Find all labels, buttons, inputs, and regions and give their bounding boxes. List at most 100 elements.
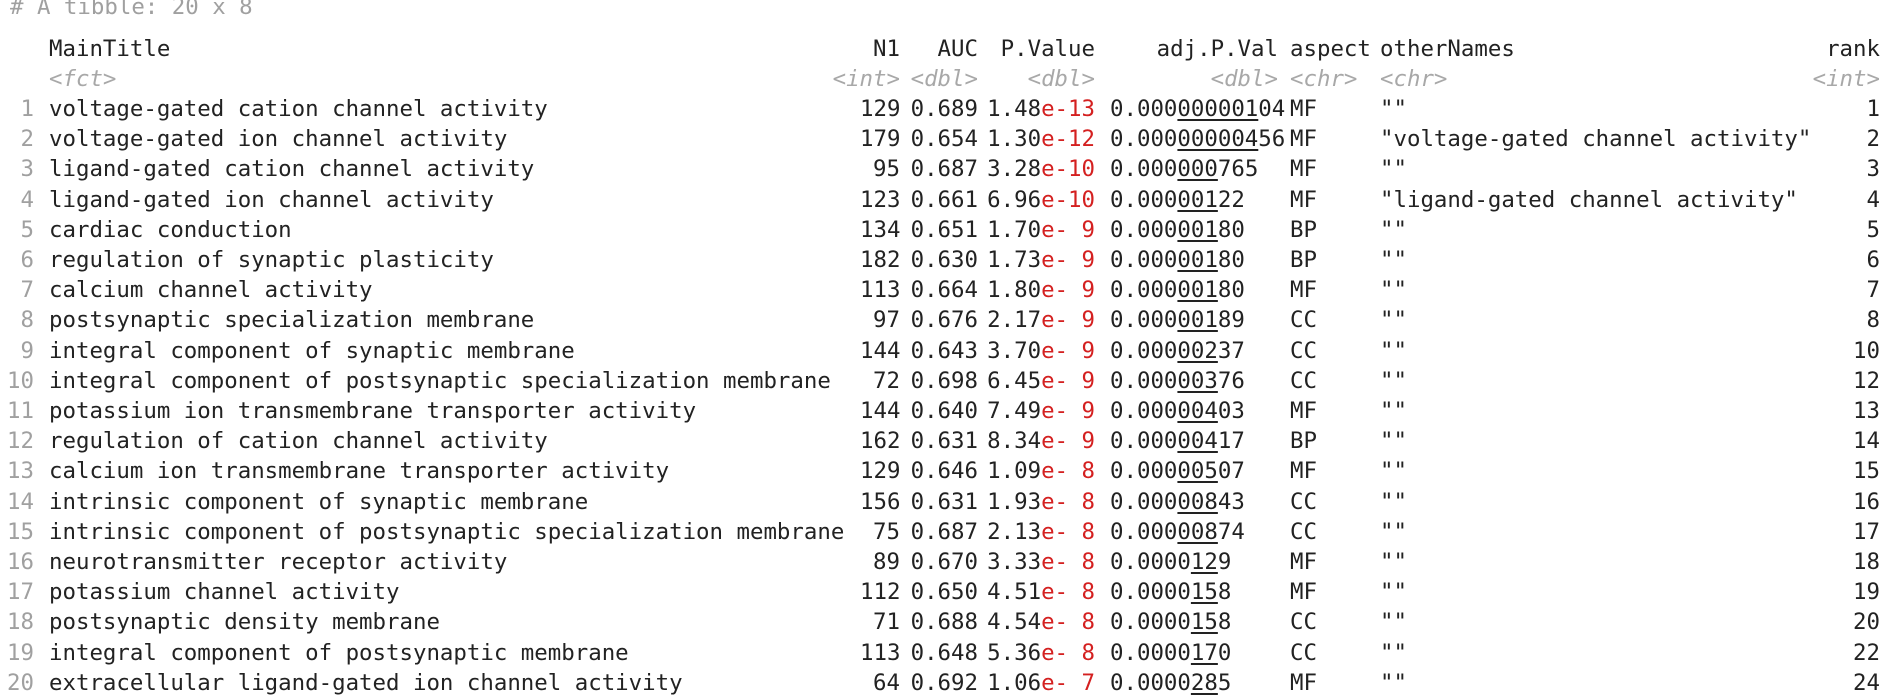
cell-n1: 179	[860, 126, 901, 153]
cell-adjpval: 0.0000170	[1110, 639, 1232, 666]
row-index: 12	[7, 428, 34, 455]
col-type-rank: <int>	[1812, 66, 1880, 92]
row-index: 11	[7, 398, 34, 424]
cell-pvalue: 3.70e- 9	[987, 337, 1095, 364]
cell-auc: 0.654	[910, 126, 978, 153]
cell-aspect: BP	[1290, 247, 1317, 273]
adjpval-significant-digits: 008	[1177, 518, 1218, 545]
adjpval-significant-digits: 003	[1177, 367, 1218, 394]
adjpval-significant-digits: 000004	[1177, 126, 1259, 153]
cell-adjpval: 0.0000129	[1110, 549, 1232, 575]
cell-maintitle: voltage-gated cation channel activity	[49, 96, 548, 122]
row-index: 4	[20, 186, 34, 213]
col-header-rank: rank	[1826, 36, 1880, 62]
cell-othernames: ""	[1380, 609, 1407, 636]
col-type-auc: <dbl>	[910, 66, 978, 92]
col-header-pvalue: P.Value	[1000, 36, 1095, 62]
cell-n1: 134	[860, 216, 901, 243]
adjpval-significant-digits: 001	[1177, 247, 1218, 273]
cell-pvalue: 1.09e- 8	[987, 458, 1095, 485]
cell-pvalue: 3.33e- 8	[987, 549, 1095, 575]
cell-maintitle: calcium channel activity	[49, 277, 373, 304]
row-index: 1	[20, 96, 34, 122]
cell-othernames: ""	[1380, 549, 1407, 575]
cell-n1: 182	[860, 247, 901, 273]
pvalue-exponent: e- 8	[1041, 609, 1095, 636]
cell-aspect: MF	[1290, 156, 1317, 183]
cell-n1: 129	[860, 96, 901, 122]
cell-aspect: MF	[1290, 126, 1317, 153]
row-index: 10	[7, 367, 34, 394]
cell-othernames: "ligand-gated channel activity"	[1380, 186, 1798, 213]
cell-auc: 0.640	[910, 398, 978, 424]
cell-n1: 112	[860, 579, 901, 606]
cell-adjpval: 0.00000000456	[1110, 126, 1286, 153]
pvalue-exponent: e- 9	[1041, 398, 1095, 424]
cell-rank: 18	[1853, 549, 1880, 575]
cell-rank: 24	[1853, 669, 1880, 696]
cell-pvalue: 8.34e- 9	[987, 428, 1095, 455]
cell-n1: 75	[873, 518, 900, 545]
tibble-caption: # A tibble: 20 x 8	[10, 0, 253, 20]
cell-aspect: BP	[1290, 216, 1317, 243]
cell-maintitle: voltage-gated ion channel activity	[49, 126, 508, 153]
cell-othernames: ""	[1380, 579, 1407, 606]
col-type-othernames: <chr>	[1380, 66, 1448, 92]
cell-pvalue: 1.70e- 9	[987, 216, 1095, 243]
cell-aspect: MF	[1290, 458, 1317, 485]
cell-rank: 17	[1853, 518, 1880, 545]
cell-auc: 0.687	[910, 518, 978, 545]
cell-pvalue: 3.28e-10	[987, 156, 1095, 183]
cell-othernames: "voltage-gated channel activity"	[1380, 126, 1812, 153]
col-type-pvalue: <dbl>	[1027, 66, 1095, 92]
row-index: 13	[7, 458, 34, 485]
col-header-aspect: aspect	[1290, 36, 1371, 62]
type-row: <fct> <int> <dbl> <dbl> <dbl> <chr> <chr…	[0, 64, 1880, 94]
cell-aspect: CC	[1290, 337, 1317, 364]
cell-othernames: ""	[1380, 458, 1407, 485]
cell-adjpval: 0.00000376	[1110, 367, 1245, 394]
cell-rank: 16	[1853, 488, 1880, 515]
cell-auc: 0.689	[910, 96, 978, 122]
cell-maintitle: integral component of postsynaptic membr…	[49, 639, 629, 666]
cell-maintitle: calcium ion transmembrane transporter ac…	[49, 458, 670, 485]
cell-aspect: MF	[1290, 398, 1317, 424]
cell-auc: 0.631	[910, 428, 978, 455]
cell-rank: 20	[1853, 609, 1880, 636]
cell-aspect: CC	[1290, 518, 1317, 545]
cell-auc: 0.687	[910, 156, 978, 183]
cell-auc: 0.650	[910, 579, 978, 606]
row-index: 7	[20, 277, 34, 304]
col-header-adjpval: adj.P.Val	[1156, 36, 1278, 62]
cell-rank: 15	[1853, 458, 1880, 485]
cell-adjpval: 0.00000507	[1110, 458, 1245, 485]
cell-adjpval: 0.00000180	[1110, 277, 1245, 304]
cell-n1: 123	[860, 186, 901, 213]
adjpval-significant-digits: 001	[1177, 186, 1218, 213]
cell-rank: 7	[1866, 277, 1880, 304]
cell-maintitle: ligand-gated cation channel activity	[49, 156, 535, 183]
row-index: 20	[7, 669, 34, 696]
cell-rank: 6	[1866, 247, 1880, 273]
cell-aspect: CC	[1290, 307, 1317, 334]
cell-aspect: MF	[1290, 669, 1317, 696]
cell-pvalue: 1.30e-12	[987, 126, 1095, 153]
cell-maintitle: integral component of postsynaptic speci…	[49, 367, 831, 394]
cell-pvalue: 1.93e- 8	[987, 488, 1095, 515]
cell-adjpval: 0.00000000104	[1110, 96, 1286, 122]
cell-rank: 5	[1866, 216, 1880, 243]
row-index: 9	[20, 337, 34, 364]
pvalue-exponent: e- 9	[1041, 247, 1095, 273]
cell-othernames: ""	[1380, 367, 1407, 394]
cell-n1: 95	[873, 156, 900, 183]
cell-adjpval: 0.0000158	[1110, 579, 1232, 606]
cell-auc: 0.670	[910, 549, 978, 575]
pvalue-exponent: e- 9	[1041, 277, 1095, 304]
cell-rank: 4	[1866, 186, 1880, 213]
pvalue-exponent: e- 8	[1041, 639, 1095, 666]
cell-pvalue: 1.48e-13	[987, 96, 1095, 122]
pvalue-exponent: e- 8	[1041, 549, 1095, 575]
cell-pvalue: 4.54e- 8	[987, 609, 1095, 636]
cell-aspect: BP	[1290, 428, 1317, 455]
pvalue-exponent: e- 8	[1041, 579, 1095, 606]
